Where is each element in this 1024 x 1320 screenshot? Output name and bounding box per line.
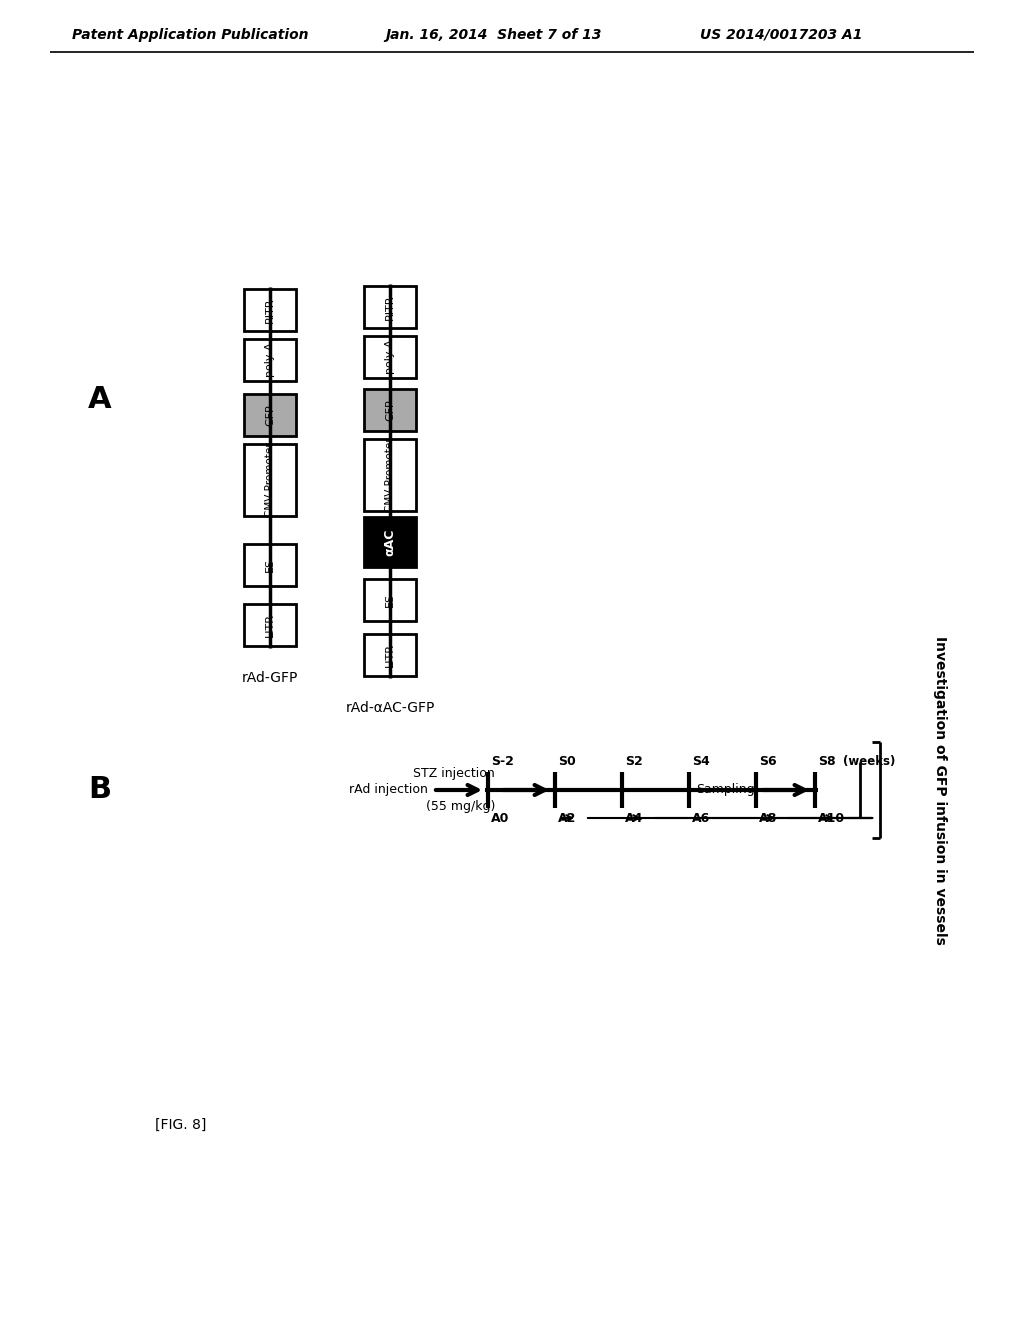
- FancyBboxPatch shape: [364, 389, 416, 432]
- Text: A2: A2: [558, 812, 577, 825]
- Text: Sampling: Sampling: [696, 784, 755, 796]
- Text: RITR: RITR: [265, 297, 275, 323]
- Text: STZ injection: STZ injection: [414, 767, 495, 780]
- Text: Investigation of GFP infusion in vessels: Investigation of GFP infusion in vessels: [933, 635, 947, 944]
- Text: Patent Application Publication: Patent Application Publication: [72, 28, 308, 42]
- Text: CMV Promoter: CMV Promoter: [265, 442, 275, 517]
- Text: S2: S2: [625, 755, 643, 768]
- Text: A8: A8: [759, 812, 777, 825]
- Text: poly A: poly A: [265, 343, 275, 378]
- FancyBboxPatch shape: [244, 289, 296, 331]
- Text: poly A: poly A: [385, 339, 395, 375]
- Text: LITR: LITR: [385, 643, 395, 667]
- Text: A: A: [88, 385, 112, 414]
- FancyBboxPatch shape: [364, 517, 416, 568]
- Text: US 2014/0017203 A1: US 2014/0017203 A1: [700, 28, 862, 42]
- Text: αAC: αAC: [384, 528, 396, 556]
- Text: Jan. 16, 2014  Sheet 7 of 13: Jan. 16, 2014 Sheet 7 of 13: [385, 28, 601, 42]
- Text: rAd injection: rAd injection: [349, 784, 428, 796]
- FancyBboxPatch shape: [364, 440, 416, 511]
- FancyBboxPatch shape: [364, 286, 416, 327]
- Text: GFP: GFP: [385, 399, 395, 421]
- FancyBboxPatch shape: [244, 339, 296, 381]
- Text: LITR: LITR: [265, 612, 275, 638]
- Text: ES: ES: [385, 593, 395, 607]
- Text: rAd-GFP: rAd-GFP: [242, 671, 298, 685]
- FancyBboxPatch shape: [244, 444, 296, 516]
- Text: S8: S8: [818, 755, 836, 768]
- Text: GFP: GFP: [265, 404, 275, 426]
- Text: (weeks): (weeks): [843, 755, 895, 768]
- Text: A6: A6: [692, 812, 711, 825]
- FancyBboxPatch shape: [364, 337, 416, 378]
- Text: S4: S4: [692, 755, 710, 768]
- Text: ES: ES: [265, 558, 275, 572]
- Text: S6: S6: [759, 755, 776, 768]
- FancyBboxPatch shape: [244, 605, 296, 645]
- FancyBboxPatch shape: [244, 544, 296, 586]
- Text: rAd-αAC-GFP: rAd-αAC-GFP: [345, 701, 434, 715]
- Text: A0: A0: [490, 812, 509, 825]
- Text: A4: A4: [625, 812, 643, 825]
- Text: S-2: S-2: [490, 755, 514, 768]
- Text: CMV Promoter: CMV Promoter: [385, 438, 395, 512]
- Text: B: B: [88, 776, 112, 804]
- Text: [FIG. 8]: [FIG. 8]: [155, 1118, 207, 1133]
- FancyBboxPatch shape: [364, 634, 416, 676]
- Text: RITR: RITR: [385, 294, 395, 319]
- Text: (55 mg/kg): (55 mg/kg): [426, 800, 495, 813]
- FancyBboxPatch shape: [244, 393, 296, 436]
- FancyBboxPatch shape: [364, 579, 416, 620]
- Text: S0: S0: [558, 755, 575, 768]
- Text: A10: A10: [818, 812, 845, 825]
